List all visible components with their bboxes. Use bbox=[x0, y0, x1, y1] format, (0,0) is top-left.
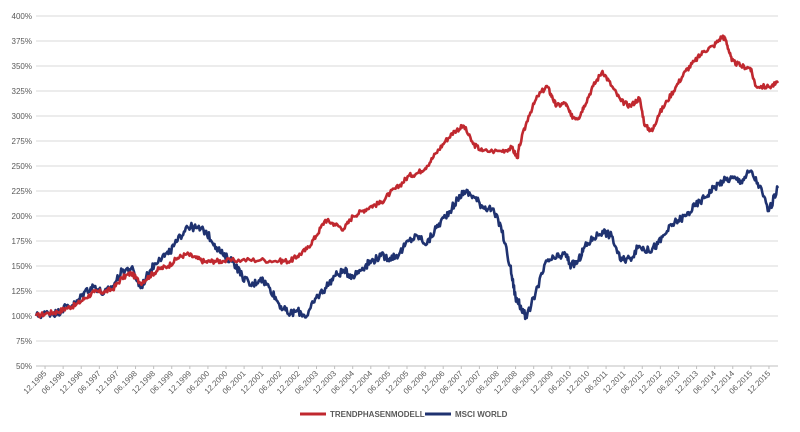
y-tick-label: 325% bbox=[12, 87, 32, 96]
legend-label: MSCI WORLD bbox=[455, 410, 508, 419]
series-layer bbox=[34, 34, 780, 321]
series-line-trendphasenmodell bbox=[34, 34, 780, 319]
y-tick-label: 150% bbox=[12, 262, 32, 271]
y-tick-label: 125% bbox=[12, 287, 32, 296]
y-tick-label: 250% bbox=[12, 162, 32, 171]
grid bbox=[36, 15, 778, 367]
legend: TRENDPHASENMODELL MSCI WORLD bbox=[300, 410, 508, 419]
y-axis: 50% 75% 100% 125% 150% 175% 200% 225% 250% 275% 30… bbox=[12, 12, 32, 371]
y-tick-label: 100% bbox=[12, 312, 32, 321]
y-tick-label: 175% bbox=[12, 237, 32, 246]
y-tick-label: 300% bbox=[12, 112, 32, 121]
y-tick-label: 400% bbox=[12, 12, 32, 21]
y-tick-label: 200% bbox=[12, 212, 32, 221]
x-axis: 12.199506.199612.199606.199712.199706.19… bbox=[22, 365, 778, 396]
legend-label: TRENDPHASENMODELL bbox=[330, 410, 425, 419]
y-tick-label: 375% bbox=[12, 37, 32, 46]
series-line-msci-world bbox=[34, 169, 780, 321]
y-tick-label: 75% bbox=[16, 337, 32, 346]
y-tick-label: 350% bbox=[12, 62, 32, 71]
y-tick-label: 225% bbox=[12, 187, 32, 196]
y-tick-label: 275% bbox=[12, 137, 32, 146]
y-tick-label: 50% bbox=[16, 362, 32, 371]
